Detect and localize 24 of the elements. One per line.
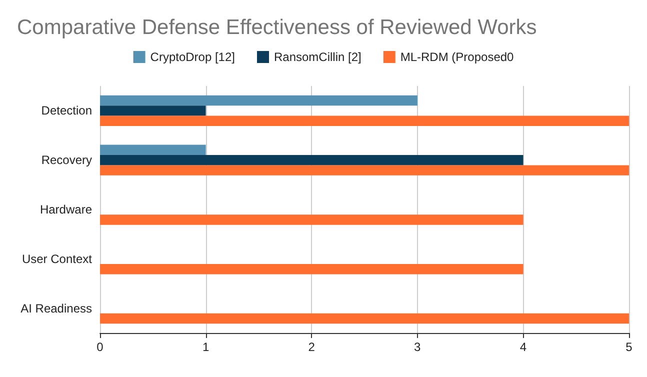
y-tick-label: User Context xyxy=(22,252,93,266)
y-tick-label: Recovery xyxy=(41,153,92,168)
bar xyxy=(100,214,524,225)
y-tick-label: Detection xyxy=(41,104,92,118)
bar xyxy=(100,95,418,106)
x-tick-label: 2 xyxy=(308,340,316,354)
x-tick-label: 3 xyxy=(414,340,422,354)
y-tick-label: AI Readiness xyxy=(20,301,92,316)
bar xyxy=(100,264,524,274)
bar xyxy=(100,154,524,166)
bar xyxy=(100,106,206,116)
legend-label: CryptoDrop [12] xyxy=(150,50,235,64)
legend-label: ML-RDM (Proposed0 xyxy=(400,50,514,64)
y-tick-label: Hardware xyxy=(40,202,92,216)
bar xyxy=(100,144,206,155)
x-tick-label: 5 xyxy=(626,340,633,354)
x-tick-label: 1 xyxy=(202,340,210,354)
bar xyxy=(100,116,629,126)
x-tick-label: 0 xyxy=(96,340,104,354)
x-tick-label: 4 xyxy=(520,340,527,354)
legend-label: RansomCillin [2] xyxy=(274,50,362,64)
chart-title: Comparative Defense Effectiveness of Reviewed Works xyxy=(17,16,537,39)
bar xyxy=(100,313,629,324)
bar xyxy=(100,165,629,176)
